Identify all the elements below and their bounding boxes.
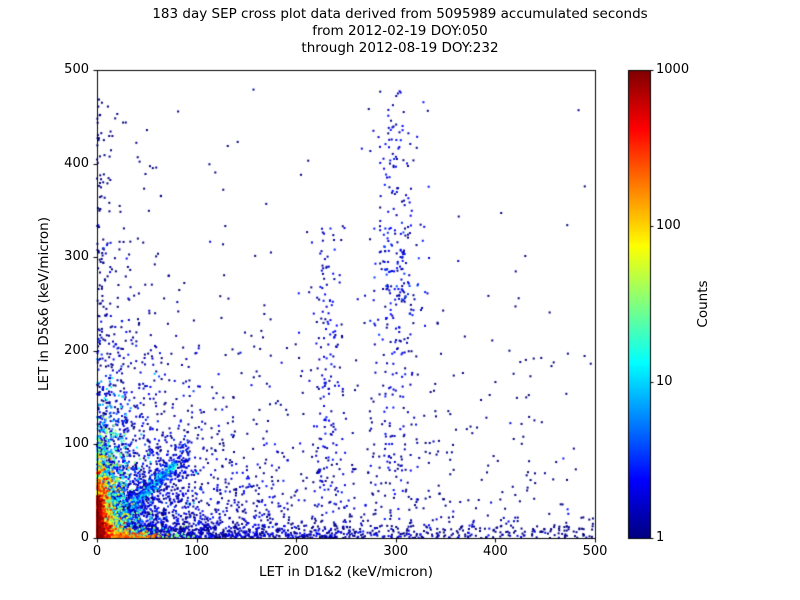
y-tick-label: 500 [64, 62, 89, 77]
title-line-1: 183 day SEP cross plot data derived from… [152, 6, 648, 22]
y-tick-label: 300 [64, 249, 89, 265]
x-axis-label: LET in D1&2 (keV/micron) [259, 564, 433, 580]
y-tick-label: 200 [64, 342, 89, 358]
title-line-2: from 2012-02-19 DOY:050 [312, 23, 488, 39]
y-tick-label: 0 [80, 530, 89, 545]
x-tick-label: 200 [283, 544, 309, 559]
x-tick-label: 100 [184, 544, 210, 559]
x-tick-label: 300 [383, 544, 409, 559]
colorbar-label: Counts [695, 280, 711, 328]
colorbar-tick-label: 100 [656, 218, 681, 233]
x-tick-label: 0 [92, 544, 102, 559]
title-line-3: through 2012-08-19 DOY:232 [301, 40, 499, 56]
chart-title: 183 day SEP cross plot data derived from… [0, 6, 800, 57]
colorbar-tick-label: 1 [656, 530, 665, 545]
y-axis-label: LET in D5&6 (keV/micron) [36, 217, 52, 391]
x-tick-label: 500 [582, 544, 608, 559]
colorbar-tick-label: 10 [656, 374, 673, 389]
colorbar-tick-label: 1000 [656, 62, 690, 77]
x-tick-label: 400 [482, 544, 508, 559]
y-tick-label: 400 [64, 155, 89, 171]
y-tick-label: 100 [64, 436, 89, 452]
